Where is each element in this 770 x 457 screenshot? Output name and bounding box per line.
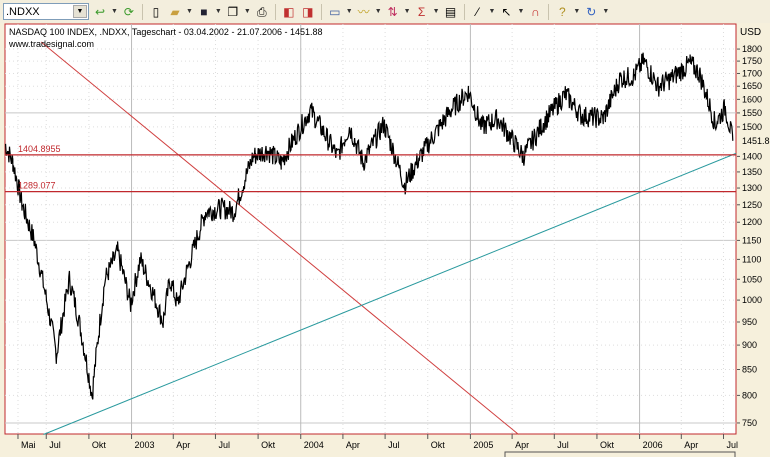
source-label: www.tradesignal.com <box>8 39 94 49</box>
y-axis-unit: USD <box>740 27 761 38</box>
y-tick-label: 750 <box>742 418 757 428</box>
x-tick-label: Okt <box>92 440 107 450</box>
separator <box>548 3 550 20</box>
y-tick-label: 1150 <box>742 235 761 245</box>
new-doc-icon[interactable]: ▯ <box>152 4 160 19</box>
x-tick-label: Jul <box>726 440 738 450</box>
x-tick-label: Mai <box>21 440 36 450</box>
x-tick-label: Okt <box>600 440 615 450</box>
refresh-arrow-icon[interactable]: ↩ <box>94 4 106 19</box>
y-tick-label: 1550 <box>742 108 762 118</box>
properties-icon[interactable]: ▤ <box>444 4 457 19</box>
help-icon[interactable]: ? <box>559 4 566 19</box>
reload-icon[interactable]: ⟳ <box>123 4 134 19</box>
dropdown-arrow-icon[interactable]: ▼ <box>517 8 525 15</box>
dropdown-arrow-icon[interactable]: ▼ <box>488 8 496 15</box>
x-tick-label: Jul <box>557 440 569 450</box>
y-tick-label: 1050 <box>742 274 762 284</box>
y-tick-label: 1750 <box>742 56 762 66</box>
open-folder-icon[interactable]: ▰ <box>170 4 180 19</box>
y-tick-label: 1100 <box>742 254 761 264</box>
dropdown-arrow-icon[interactable]: ▼ <box>403 8 411 15</box>
copy-icon[interactable]: ❐ <box>227 4 239 19</box>
undo-icon[interactable]: ↻ <box>586 4 597 19</box>
x-tick-label: 2005 <box>473 440 493 450</box>
separator <box>320 3 322 20</box>
separator <box>274 3 276 20</box>
x-tick-label: 2004 <box>304 440 324 450</box>
y-tick-label: 950 <box>742 317 757 327</box>
y-tick-label: 1200 <box>742 217 762 227</box>
y-tick-label: 1600 <box>742 94 762 104</box>
save-icon[interactable]: ■ <box>200 4 208 19</box>
y-tick-label: 1800 <box>742 44 762 54</box>
x-tick-label: Okt <box>431 440 446 450</box>
y-tick-label: 1500 <box>742 122 762 132</box>
dropdown-arrow-icon[interactable]: ▼ <box>185 8 193 15</box>
x-tick-label: 2003 <box>135 440 155 450</box>
y-tick-label: 1700 <box>742 68 762 78</box>
dropdown-arrow-icon[interactable]: ▼ <box>111 8 118 15</box>
x-tick-label: Jul <box>49 440 61 450</box>
horizontal-line-label: 1289.077 <box>18 181 56 191</box>
plot-area <box>4 23 737 435</box>
y-tick-label: 800 <box>742 390 757 400</box>
dropdown-arrow-icon[interactable]: ▼ <box>374 8 382 15</box>
last-value-label: 1451.88 <box>742 136 770 146</box>
magnet-icon[interactable]: ∩ <box>531 4 540 19</box>
indicator-icon[interactable]: 〰 <box>357 4 370 19</box>
separator <box>141 3 143 20</box>
strategy-icon[interactable]: ⇅ <box>387 4 398 19</box>
y-tick-label: 850 <box>742 365 757 375</box>
print-icon[interactable]: ⎙ <box>256 4 267 19</box>
y-tick-label: 1300 <box>742 183 762 193</box>
dropdown-arrow-icon[interactable]: ▼ <box>345 8 353 15</box>
y-tick-label: 1650 <box>742 81 762 91</box>
chart-title: NASDAQ 100 INDEX, .NDXX, Tageschart - 03… <box>9 27 323 37</box>
y-tick-label: 1000 <box>742 295 762 305</box>
symbol-value: .NDXX <box>6 5 40 18</box>
sigma-icon[interactable]: Σ <box>417 4 426 19</box>
horizontal-line-label: 1404.8955 <box>18 144 61 154</box>
y-tick-label: 1250 <box>742 200 762 210</box>
trendline-teal <box>43 152 737 435</box>
x-tick-label: 2006 <box>643 440 663 450</box>
x-tick-label: Apr <box>684 440 698 450</box>
y-tick-label: 1350 <box>742 167 762 177</box>
window-icon[interactable]: ▭ <box>329 4 341 19</box>
x-tick-label: Apr <box>176 440 190 450</box>
x-tick-label: Apr <box>346 440 360 450</box>
y-tick-label: 900 <box>742 340 757 350</box>
chart-next-icon[interactable]: ◨ <box>302 4 314 19</box>
cursor-icon[interactable]: ↖ <box>501 4 512 19</box>
toolbar: .NDXX ▼ ↩ ▼ ⟳ ▯ ▰ ▼ ■ ▼ ❐ ▼ ⎙ ◧ ◨ ▭ ▼ 〰 ▼ ⇅ ▼ Σ ▼… <box>0 0 770 23</box>
sub-panel <box>504 451 736 457</box>
x-tick-label: Jul <box>218 440 230 450</box>
trendline-red <box>40 41 519 435</box>
separator <box>463 3 465 20</box>
y-tick-label: 1400 <box>742 151 762 161</box>
draw-line-icon[interactable]: ⁄ <box>476 4 479 19</box>
x-tick-label: Jul <box>388 440 400 450</box>
dropdown-arrow-icon[interactable]: ▼ <box>432 8 440 15</box>
x-tick-label: Apr <box>515 440 529 450</box>
dropdown-arrow-icon[interactable]: ▼ <box>602 8 610 15</box>
dropdown-arrow-icon[interactable]: ▼ <box>214 8 222 15</box>
price-line <box>4 52 734 400</box>
dropdown-arrow-icon[interactable]: ▼ <box>573 8 581 15</box>
dropdown-arrow-icon[interactable]: ▼ <box>243 8 251 15</box>
symbol-select[interactable]: .NDXX ▼ <box>3 3 89 20</box>
chevron-down-icon[interactable]: ▼ <box>73 5 87 18</box>
x-tick-label: Okt <box>261 440 276 450</box>
chart-prev-icon[interactable]: ◧ <box>283 4 295 19</box>
